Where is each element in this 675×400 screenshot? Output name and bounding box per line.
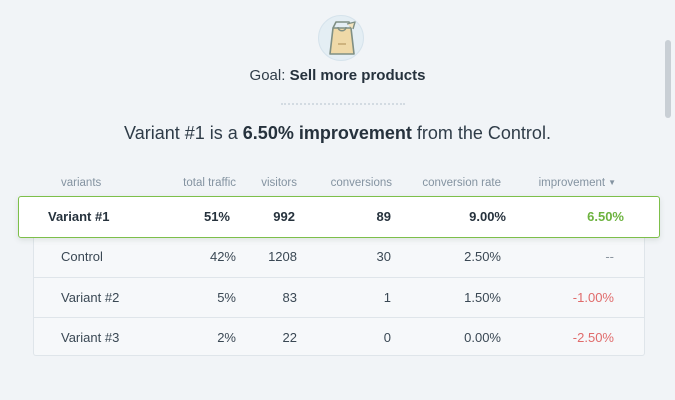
cell-visitors: 1208 xyxy=(268,249,297,264)
cell-conversions: 1 xyxy=(383,290,391,305)
column-header-variants[interactable]: variants xyxy=(61,177,102,189)
headline-part2: from the Control. xyxy=(416,123,551,143)
cell-conversions: 30 xyxy=(376,249,391,264)
cell-rate: 0.00% xyxy=(464,330,501,345)
cell-improvement: -- xyxy=(605,249,614,264)
cell-variant: Variant #2 xyxy=(61,290,120,305)
caret-down-icon: ▼ xyxy=(608,178,616,187)
goal-line: Goal: Sell more products xyxy=(0,67,675,84)
table-row[interactable]: Variant #2 5% 83 1 1.50% -1.00% xyxy=(33,277,645,317)
divider xyxy=(281,103,405,105)
cell-conversions: 0 xyxy=(383,330,391,345)
cell-traffic: 2% xyxy=(217,330,236,345)
scrollbar-thumb[interactable] xyxy=(665,40,671,118)
headline-part1: Variant #1 is a xyxy=(124,123,238,143)
cell-improvement: -1.00% xyxy=(572,290,614,305)
column-header-rate[interactable]: conversion rate xyxy=(422,177,501,189)
cell-variant: Variant #3 xyxy=(61,330,120,345)
cell-rate: 2.50% xyxy=(464,249,501,264)
table-row[interactable]: Control 42% 1208 30 2.50% -- xyxy=(33,237,645,277)
result-headline: Variant #1 is a 6.50% improvement from t… xyxy=(0,123,675,144)
cell-rate: 1.50% xyxy=(464,290,501,305)
column-header-conversions[interactable]: conversions xyxy=(330,177,392,189)
cell-visitors: 992 xyxy=(273,209,295,224)
column-header-improvement[interactable]: improvement ▼ xyxy=(520,177,616,189)
cell-rate: 9.00% xyxy=(469,209,506,224)
cell-conversions: 89 xyxy=(376,209,391,224)
cell-variant: Variant #1 xyxy=(48,209,110,224)
column-header-visitors[interactable]: visitors xyxy=(261,177,297,189)
cell-improvement: -2.50% xyxy=(572,330,614,345)
table-row[interactable]: Variant #3 2% 22 0 0.00% -2.50% xyxy=(33,317,645,357)
shopping-bag-icon xyxy=(318,15,364,61)
cell-visitors: 22 xyxy=(282,330,297,345)
column-header-improvement-label: improvement xyxy=(538,177,606,189)
cell-traffic: 42% xyxy=(209,249,236,264)
column-header-traffic[interactable]: total traffic xyxy=(183,177,236,189)
cell-traffic: 51% xyxy=(203,209,230,224)
cell-variant: Control xyxy=(61,249,103,264)
goal-prefix: Goal: xyxy=(249,67,286,84)
cell-traffic: 5% xyxy=(217,290,236,305)
goal-name: Sell more products xyxy=(289,67,426,84)
table-row-winner[interactable]: Variant #1 51% 992 89 9.00% 6.50% xyxy=(18,196,660,238)
cell-visitors: 83 xyxy=(282,290,297,305)
headline-highlight: 6.50% improvement xyxy=(242,123,412,143)
cell-improvement: 6.50% xyxy=(587,209,624,224)
